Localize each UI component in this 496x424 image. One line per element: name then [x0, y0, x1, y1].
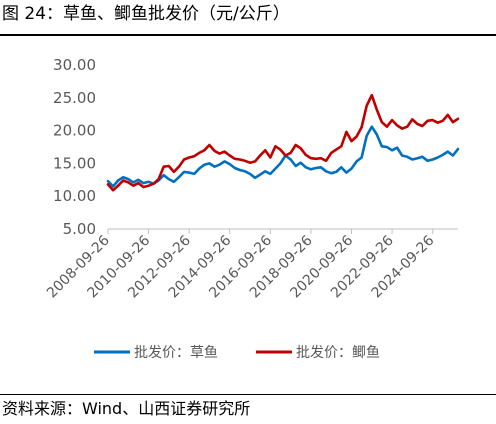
y-tick-label: 30.00	[53, 56, 96, 74]
y-tick-label: 20.00	[53, 122, 96, 140]
series-line-crucian-carp	[106, 93, 460, 192]
legend-label-grass-carp: 批发价：草鱼	[134, 344, 218, 361]
top-rule	[0, 34, 496, 36]
plot-area	[106, 93, 460, 192]
y-tick-label: 5.00	[63, 220, 96, 238]
legend-label-crucian-carp: 批发价：鲫鱼	[296, 344, 380, 361]
y-tick-label: 25.00	[53, 89, 96, 107]
series-line-grass-carp	[106, 125, 460, 188]
figure-title: 图 24：草鱼、鲫鱼批发价（元/公斤）	[2, 4, 290, 24]
y-tick-label: 15.00	[53, 154, 96, 172]
price-line-chart: 5.00 10.00 15.00 20.00 25.00 30.00 2008-09-26…	[44, 56, 460, 361]
legend: 批发价：草鱼 批发价：鲫鱼	[94, 344, 380, 361]
source-note: 资料来源：Wind、山西证券研究所	[2, 399, 251, 418]
y-axis: 5.00 10.00 15.00 20.00 25.00 30.00	[53, 56, 96, 238]
x-axis: 2008-09-262010-09-262012-09-262014-09-26…	[44, 229, 438, 301]
y-tick-label: 10.00	[53, 187, 96, 205]
bottom-rule	[0, 394, 496, 395]
